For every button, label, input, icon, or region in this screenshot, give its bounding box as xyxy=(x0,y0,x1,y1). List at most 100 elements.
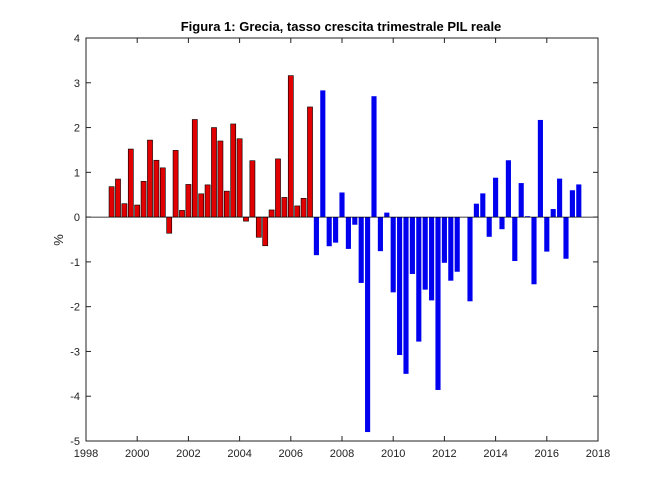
bar xyxy=(159,167,166,218)
bar xyxy=(486,217,492,237)
bar xyxy=(313,217,319,256)
bar xyxy=(358,217,364,283)
bar xyxy=(377,217,383,252)
bars-layer xyxy=(108,75,582,433)
bar xyxy=(473,203,479,218)
x-tick-label: 2002 xyxy=(176,448,200,460)
bar xyxy=(422,217,428,290)
bar xyxy=(211,127,217,218)
bar xyxy=(499,217,505,230)
bar xyxy=(134,204,141,218)
bar xyxy=(390,217,396,293)
bar xyxy=(409,217,415,274)
bar xyxy=(384,212,390,218)
y-tick-label: -2 xyxy=(70,302,80,314)
bar xyxy=(121,203,128,218)
bar xyxy=(223,190,230,218)
bar xyxy=(191,119,198,218)
x-tick-label: 1998 xyxy=(74,448,98,460)
bar xyxy=(179,210,185,218)
bar xyxy=(230,123,237,218)
bar xyxy=(294,205,301,218)
bar xyxy=(397,217,403,356)
bar xyxy=(255,216,262,238)
y-tick-label: -5 xyxy=(70,436,80,448)
bar xyxy=(365,217,371,433)
bar xyxy=(480,193,486,218)
plot-frame xyxy=(85,37,599,442)
bar xyxy=(454,217,460,272)
y-tick-label: 0 xyxy=(74,212,80,224)
x-tick-label: 2014 xyxy=(483,448,507,460)
bar xyxy=(467,217,473,302)
bar xyxy=(569,190,575,218)
y-tick-label: 4 xyxy=(74,33,80,45)
bar xyxy=(493,177,499,218)
bar xyxy=(300,198,307,218)
y-axis-label: % xyxy=(51,234,66,246)
y-tick-label: 2 xyxy=(74,123,80,135)
bar xyxy=(172,150,179,218)
bar xyxy=(108,186,115,218)
bar xyxy=(352,217,358,225)
y-tick-label: -4 xyxy=(70,391,80,403)
bar xyxy=(576,184,582,218)
bar xyxy=(243,216,249,222)
bar xyxy=(371,96,377,218)
y-tick-label: -3 xyxy=(70,346,80,358)
bar xyxy=(204,184,211,218)
x-tick-label: 2004 xyxy=(227,448,251,460)
bar xyxy=(115,178,121,218)
bar xyxy=(339,192,345,218)
bar xyxy=(435,217,441,390)
x-tick-label: 2018 xyxy=(586,448,610,460)
bar xyxy=(275,158,281,218)
bar xyxy=(505,160,511,218)
bar xyxy=(281,197,288,218)
x-tick-label: 2000 xyxy=(125,448,149,460)
bar xyxy=(153,159,160,218)
bar xyxy=(441,217,447,263)
y-tick-label: 1 xyxy=(74,167,80,179)
bar xyxy=(525,216,531,218)
bar xyxy=(249,160,256,218)
bar xyxy=(185,184,192,218)
bar xyxy=(166,216,173,234)
bar xyxy=(403,217,409,374)
bar xyxy=(198,193,205,218)
bar xyxy=(326,217,332,247)
bar xyxy=(262,216,269,247)
bar xyxy=(544,217,550,252)
x-tick-label: 2016 xyxy=(535,448,559,460)
bar xyxy=(518,183,524,218)
bar xyxy=(268,209,275,218)
x-tick-label: 2010 xyxy=(381,448,405,460)
bar xyxy=(550,209,556,218)
bar xyxy=(333,217,339,243)
bar xyxy=(448,217,454,281)
x-tick-label: 2006 xyxy=(279,448,303,460)
bar xyxy=(140,180,147,218)
y-tick-label: 3 xyxy=(74,78,80,90)
bar xyxy=(537,119,543,218)
bar xyxy=(217,140,224,218)
ticks-layer: 1998 2000 2002 2004 2006 2008 2010 2012 2014 2016… xyxy=(70,33,610,460)
bar xyxy=(320,90,326,218)
bar xyxy=(345,217,351,249)
bar xyxy=(557,178,563,218)
bar xyxy=(287,75,294,218)
bar xyxy=(563,217,569,259)
bar xyxy=(147,139,153,218)
x-tick-label: 2008 xyxy=(330,448,354,460)
bar xyxy=(416,217,422,342)
y-tick-label: -1 xyxy=(70,257,80,269)
x-tick-label: 2012 xyxy=(432,448,456,460)
bar xyxy=(236,138,243,218)
bar xyxy=(531,217,537,285)
bar xyxy=(127,148,134,218)
chart-title: Figura 1: Grecia, tasso crescita trimest… xyxy=(181,19,502,34)
bar xyxy=(429,217,435,301)
bar xyxy=(512,217,518,261)
bar xyxy=(307,106,313,218)
